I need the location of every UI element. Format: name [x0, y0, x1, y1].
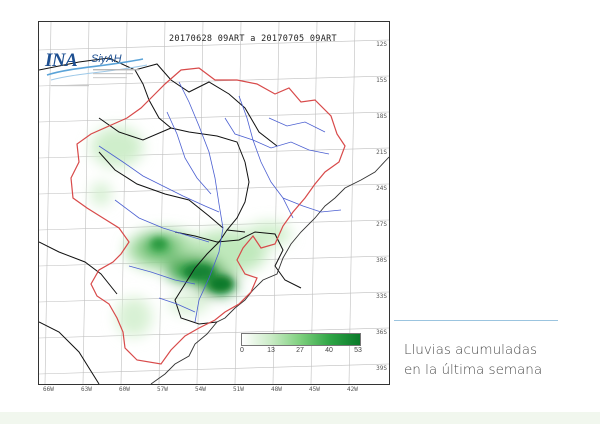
legend-tick: 13: [267, 347, 275, 354]
precipitation-legend: 0 13 27 40 53: [237, 331, 363, 361]
basin-outline: [70, 67, 346, 365]
rivers: [98, 81, 342, 323]
legend-tick: 40: [325, 347, 333, 354]
lon-label: 51W: [233, 386, 244, 393]
lon-label: 60W: [119, 386, 130, 393]
lon-label: 66W: [43, 386, 54, 393]
map-canvas: [39, 22, 389, 384]
lat-label: 36S: [376, 329, 387, 336]
lat-label: 30S: [376, 257, 387, 264]
lat-label: 24S: [376, 185, 387, 192]
lon-label: 63W: [81, 386, 92, 393]
legend-color-bar: [241, 333, 361, 346]
lat-label: 33S: [376, 293, 387, 300]
lat-label: 18S: [376, 113, 387, 120]
lat-label: 21S: [376, 149, 387, 156]
caption-line: Lluvias acumuladas: [404, 342, 538, 358]
map-caption: Lluvias acumuladas en la última semana: [404, 340, 594, 380]
lon-label: 48W: [271, 386, 282, 393]
legend-tick: 53: [354, 347, 362, 354]
legend-tick: 27: [296, 347, 304, 354]
lat-label: 39S: [376, 365, 387, 372]
bottom-band: [0, 412, 600, 424]
lat-label: 12S: [376, 41, 387, 48]
caption-divider: [394, 320, 558, 321]
lon-label: 54W: [195, 386, 206, 393]
precipitation-map: 20170628 09ART a 20170705 09ART INA SiyA…: [38, 21, 390, 393]
country-borders: [39, 57, 302, 384]
logo-swoosh-icon: [46, 58, 148, 87]
period-label: 20170628 09ART a 20170705 09ART: [169, 34, 337, 44]
ina-siyah-logo: INA SiyAH: [43, 49, 153, 99]
logo-ina-text: INA: [45, 50, 78, 71]
lat-label: 27S: [376, 221, 387, 228]
legend-tick: 0: [240, 347, 244, 354]
lon-label: 45W: [309, 386, 320, 393]
rainfall-field: [91, 127, 291, 337]
coastline: [150, 156, 389, 384]
lat-label: 15S: [376, 77, 387, 84]
logo-siyah-text: SiyAH: [91, 53, 122, 65]
lon-label: 57W: [157, 386, 168, 393]
caption-line: en la última semana: [404, 362, 543, 378]
lon-label: 42W: [347, 386, 358, 393]
